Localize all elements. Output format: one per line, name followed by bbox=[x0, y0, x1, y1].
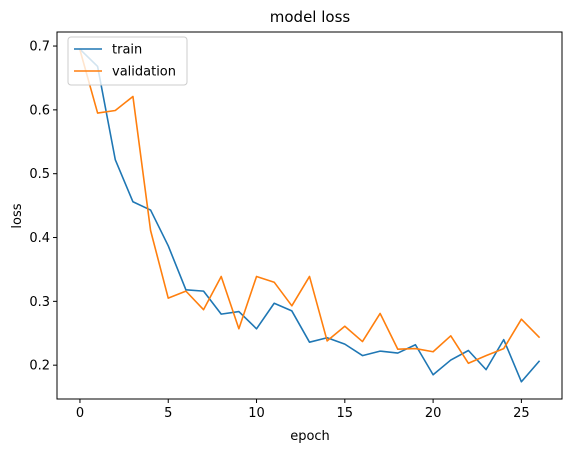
series-line-validation bbox=[78, 48, 541, 365]
plot-frame bbox=[56, 31, 563, 400]
y-axis-label: loss bbox=[10, 203, 25, 228]
y-tick-label: 0.7 bbox=[29, 40, 50, 55]
chart-title: model loss bbox=[270, 8, 351, 26]
legend-label-validation: validation bbox=[112, 65, 176, 80]
y-tick-label: 0.5 bbox=[29, 167, 50, 182]
x-axis-label: epoch bbox=[290, 429, 330, 444]
y-tick-label: 0.3 bbox=[29, 295, 50, 310]
x-tick-label: 10 bbox=[248, 406, 265, 421]
y-tick-label: 0.2 bbox=[29, 359, 50, 374]
x-tick-label: 15 bbox=[337, 406, 354, 421]
x-tick-label: 20 bbox=[425, 406, 442, 421]
y-tick-label: 0.6 bbox=[29, 103, 50, 118]
x-tick-label: 25 bbox=[513, 406, 530, 421]
x-tick-label: 0 bbox=[76, 406, 84, 421]
legend-label-train: train bbox=[112, 43, 142, 58]
y-tick-label: 0.4 bbox=[29, 231, 50, 246]
plot-area: 0 5 10 15 20 25 0.2 0.3 0.4 0.5 0.6 0.7 train validat… bbox=[29, 31, 563, 421]
x-tick-label: 5 bbox=[164, 406, 172, 421]
